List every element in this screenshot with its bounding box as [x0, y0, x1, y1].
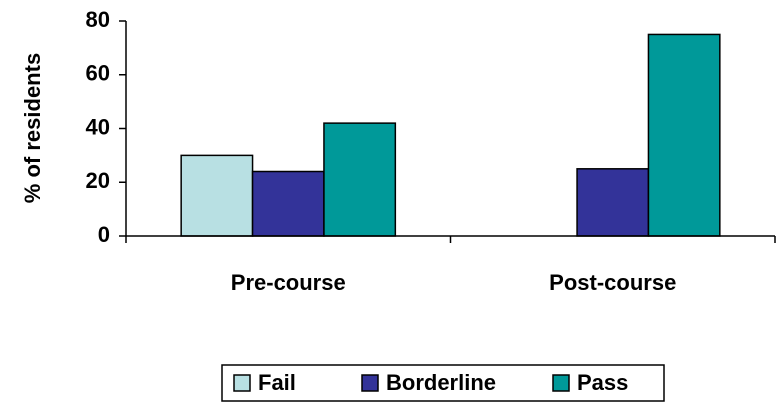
bar: [576, 168, 650, 237]
legend-label: Fail: [258, 370, 296, 395]
bar: [251, 170, 325, 237]
x-tick-label: Post-course: [549, 270, 676, 295]
bar: [180, 154, 254, 237]
legend-box: [221, 364, 665, 402]
bar: [647, 33, 721, 237]
y-axis-label: % of residents: [20, 53, 45, 203]
legend-swatch: [233, 374, 251, 392]
y-tick-label: 0: [98, 222, 110, 247]
y-tick-label: 40: [86, 114, 110, 139]
bar: [323, 122, 397, 237]
legend-label: Pass: [577, 370, 628, 395]
y-tick-label: 60: [86, 61, 110, 86]
legend-label: Borderline: [386, 370, 496, 395]
y-tick-label: 20: [86, 168, 110, 193]
x-tick-label: Pre-course: [231, 270, 346, 295]
legend-swatch: [361, 374, 379, 392]
legend-swatch: [552, 374, 570, 392]
y-tick-label: 80: [86, 7, 110, 32]
